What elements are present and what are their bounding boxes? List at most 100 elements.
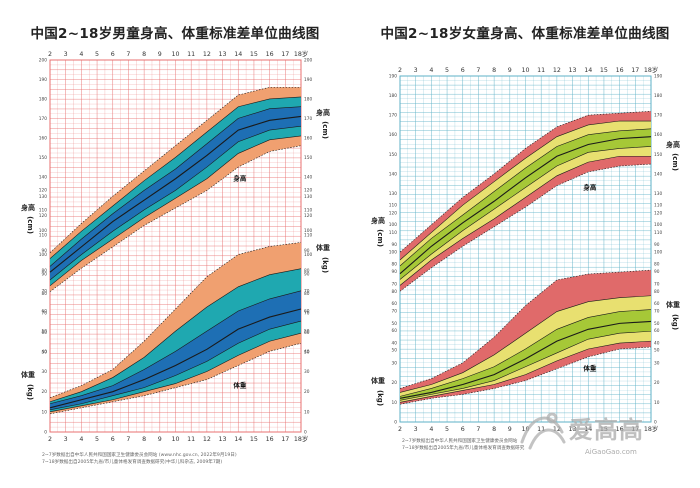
x-tick-label-bottom: 13 (219, 436, 227, 443)
weight-tick-label-left: 100 (389, 222, 397, 228)
x-tick-label-bottom: 14 (584, 426, 592, 433)
boys-chart-panel: 中国2~18岁男童身高、体重标准差单位曲线图 2 2 3 3 4 4 5 5 6 6 7 7 8 8 9 9 1… (20, 26, 330, 465)
height-tick-label-right: 120 (654, 211, 662, 217)
height-curve-minus1SD (49, 125, 302, 281)
height-tick-label-left: 110 (39, 233, 47, 239)
weight-tick-label-left: 0 (394, 420, 397, 426)
weight-tick-label-left: 120 (39, 188, 47, 194)
height-tick-label-left: 100 (389, 250, 397, 256)
height-tick-label-right: 70 (304, 311, 310, 317)
height-tick-label-left: 130 (389, 191, 397, 197)
x-tick-label-bottom: 17 (631, 426, 639, 433)
weight-curve-minus3SD (399, 346, 652, 405)
weight-curve-plus3SD (399, 269, 652, 389)
height-tick-label-right: 50 (654, 348, 660, 354)
watermark-logo-icon (520, 412, 566, 450)
weight-tick-label-right: 30 (304, 369, 310, 375)
x-tick-label-top: 15 (600, 67, 608, 74)
height-band-1sd (400, 128, 651, 280)
weight-tick-label-left: 40 (392, 341, 398, 347)
left-weight-label: 体重 (21, 370, 35, 379)
weight-tick-label-right: 80 (304, 268, 310, 274)
height-tick-label-right: 150 (654, 152, 662, 158)
x-tick-label-bottom: 5 (95, 436, 99, 443)
x-tick-label-bottom: 3 (64, 436, 68, 443)
weight-tick-label-left: 40 (42, 349, 48, 355)
x-tick-label-top: 7 (126, 51, 130, 58)
x-tick-label-top: 10 (171, 51, 179, 58)
weight-tick-label-left: 20 (42, 389, 48, 395)
height-tick-label-right: 140 (304, 174, 312, 180)
x-tick-label-top: 2 (398, 67, 402, 74)
x-tick-label-top: 15 (250, 51, 258, 58)
height-tick-label-right: 170 (304, 116, 312, 122)
weight-tick-label-left: 20 (392, 380, 398, 386)
weight-tick-label-right: 70 (654, 281, 660, 287)
height-tick-label-right: 100 (304, 252, 312, 258)
right-height-label: 身高 (315, 108, 330, 117)
x-tick-label-top: 17 (631, 67, 639, 74)
height-tick-label-left: 80 (392, 289, 398, 295)
weight-band-1sd (50, 290, 301, 410)
weight-tick-label-right: 90 (654, 242, 660, 248)
height-tick-label-right: 180 (304, 96, 312, 102)
weight-curve-plus2SD (399, 295, 652, 393)
x-tick-label-bottom: 11 (537, 426, 545, 433)
x-tick-label-top: 9 (158, 51, 162, 58)
weight-curve-plus1SD (399, 309, 652, 397)
height-tick-label-left: 80 (42, 291, 48, 297)
weight-tick-label-right: 40 (304, 349, 310, 355)
x-tick-label-top: 13 (569, 67, 577, 74)
weight-tick-label-right: 120 (304, 188, 312, 194)
height-tick-label-right: 90 (304, 272, 310, 278)
x-tick-label-bottom: 2 (48, 436, 52, 443)
weight-tick-label-left: 50 (42, 329, 48, 335)
x-tick-label-bottom: 17 (281, 436, 289, 443)
weight-tick-label-right: 100 (654, 222, 662, 228)
height-tick-label-left: 100 (39, 252, 47, 258)
x-tick-label-bottom: 12 (553, 426, 561, 433)
height-tick-label-left: 160 (389, 132, 397, 138)
height-tick-label-left: 60 (42, 330, 48, 336)
weight-tick-label-left: 70 (392, 281, 398, 287)
weight-tick-label-right: 10 (654, 400, 660, 406)
height-tick-label-right: 180 (654, 93, 662, 99)
left-weight-unit: (kg) (26, 384, 34, 400)
height-tick-label-right: 100 (654, 250, 662, 256)
height-curve-plus1SD (49, 106, 302, 267)
x-tick-label-top: 18岁 (294, 49, 308, 58)
weight-tick-label-left: 60 (392, 301, 398, 307)
height-tick-label-right: 110 (304, 233, 312, 239)
weight-curve-minus2SD (49, 332, 302, 413)
weight-tick-label-right: 110 (304, 208, 312, 214)
height-tick-label-left: 170 (39, 116, 47, 122)
height-band-2sd (50, 96, 301, 286)
weight-tick-label-left: 30 (42, 369, 48, 375)
height-tick-label-left: 120 (39, 213, 47, 219)
weight-tick-label-right: 60 (304, 309, 310, 315)
x-tick-label-bottom: 5 (445, 426, 449, 433)
height-tick-label-right: 80 (304, 291, 310, 297)
x-tick-label-bottom: 7 (126, 436, 130, 443)
weight-tick-label-right: 110 (654, 203, 662, 209)
height-curve-minus3SD (49, 145, 302, 292)
height-tick-label-left: 190 (39, 77, 47, 83)
height-curve-plus2SD (399, 120, 651, 261)
height-curve-median (49, 115, 302, 273)
height-tick-label-left: 70 (42, 311, 48, 317)
x-tick-label-bottom: 14 (234, 436, 242, 443)
height-tick-label-left: 190 (389, 74, 397, 80)
weight-curve-plus3SD (49, 242, 302, 398)
height-tick-label-right: 120 (304, 213, 312, 219)
weight-tick-label-left: 30 (392, 360, 398, 366)
weight-curve-median (49, 308, 302, 409)
x-tick-label-bottom: 4 (429, 426, 433, 433)
x-tick-label-bottom: 16 (266, 436, 274, 443)
x-tick-label-top: 16 (616, 67, 624, 74)
weight-tick-label-left: 110 (389, 203, 397, 209)
weight-tick-label-left: 90 (42, 248, 48, 254)
x-tick-label-top: 12 (553, 67, 561, 74)
weight-tick-label-left: 90 (392, 242, 398, 248)
height-curve-plus1SD (399, 128, 652, 267)
x-tick-label-top: 14 (584, 67, 592, 74)
